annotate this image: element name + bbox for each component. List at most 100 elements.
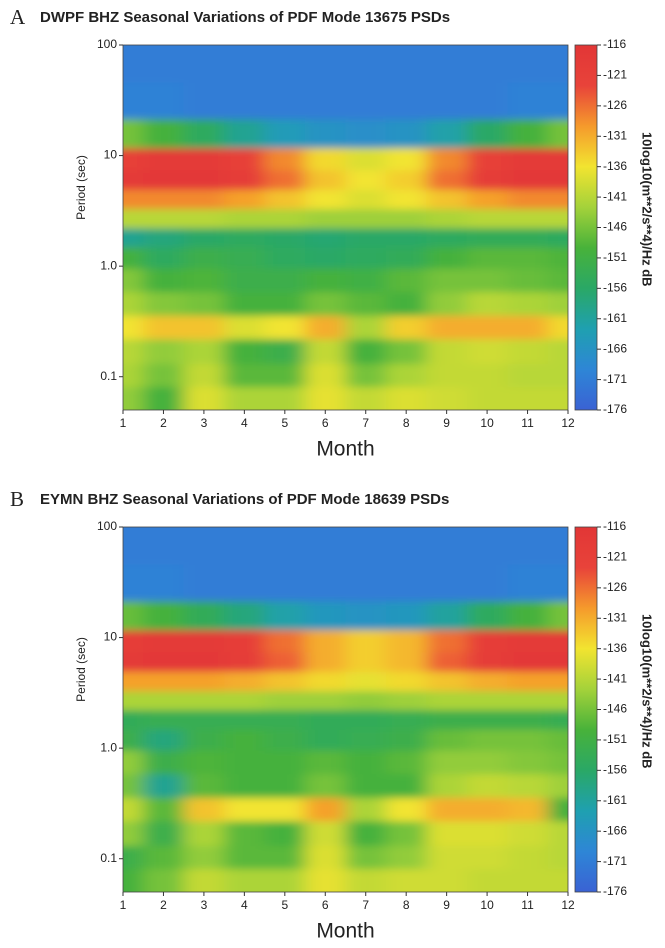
- heatmap-cell: [466, 601, 508, 631]
- heatmap-cell: [385, 148, 427, 171]
- heatmap-cell: [507, 170, 549, 191]
- heatmap-cell: [345, 729, 387, 752]
- heatmap-cell: [466, 247, 508, 270]
- heatmap-cell: [466, 363, 508, 388]
- heatmap-cell: [264, 869, 306, 892]
- heatmap-cell: [345, 170, 387, 191]
- colorbar-tick-label: -121: [603, 550, 627, 564]
- heatmap-cell: [466, 750, 508, 775]
- heatmap-cell: [305, 119, 346, 149]
- heatmap-cell: [123, 869, 144, 892]
- colorbar-tick-label: -116: [603, 519, 626, 533]
- heatmap-cell: [507, 630, 549, 653]
- heatmap-cell: [507, 845, 549, 870]
- heatmap-cell: [547, 527, 568, 565]
- heatmap-cell: [224, 228, 266, 249]
- heatmap-cell: [507, 363, 549, 388]
- heatmap-cell: [183, 209, 225, 229]
- heatmap-cell: [507, 148, 549, 171]
- heatmap-cell: [466, 774, 508, 799]
- heatmap-cell: [385, 821, 427, 847]
- heatmap-cell: [143, 170, 185, 191]
- colorbar-tick-label: -146: [603, 702, 627, 716]
- heatmap-cell: [345, 209, 387, 229]
- heatmap-cell: [123, 774, 144, 799]
- heatmap-cell: [466, 527, 508, 565]
- heatmap-cell: [305, 387, 346, 410]
- heatmap-cell: [466, 268, 508, 293]
- heatmap-cell: [507, 869, 549, 892]
- heatmap-cell: [507, 339, 549, 365]
- heatmap-cell: [183, 339, 225, 365]
- x-tick-label: 8: [403, 416, 410, 430]
- heatmap-cell: [466, 119, 508, 149]
- heatmap-cell: [507, 268, 549, 293]
- x-tick-label: 12: [561, 416, 575, 430]
- colorbar-tick-label: -176: [603, 402, 627, 416]
- heatmap-cell: [264, 797, 306, 822]
- colorbar-tick-label: -146: [603, 220, 627, 234]
- heatmap-cell: [507, 797, 549, 822]
- colorbar-tick-label: -116: [603, 37, 626, 51]
- x-tick-label: 3: [201, 416, 208, 430]
- heatmap-cell: [385, 268, 427, 293]
- heatmap-cell: [426, 148, 468, 171]
- colorbar-tick-label: -126: [603, 98, 627, 112]
- heatmap-cell: [385, 774, 427, 799]
- heatmap-cell: [547, 630, 568, 653]
- x-tick-label: 10: [480, 898, 494, 912]
- heatmap-cell: [385, 671, 427, 692]
- heatmap-cell: [507, 247, 549, 270]
- colorbar-tick-label: -141: [603, 671, 627, 685]
- heatmap-cell: [305, 729, 346, 752]
- x-tick-label: 1: [120, 898, 127, 912]
- heatmap-cell: [466, 710, 508, 731]
- heatmap-cell: [385, 315, 427, 340]
- heatmap-cell: [466, 564, 508, 602]
- heatmap-cell: [547, 387, 568, 410]
- heatmap-cell: [305, 339, 346, 365]
- heatmap-cell: [507, 209, 549, 229]
- heatmap-cell: [123, 797, 144, 822]
- heatmap-cell: [305, 774, 346, 799]
- heatmap-cell: [143, 601, 185, 631]
- heatmap-cell: [507, 82, 549, 120]
- heatmap-cell: [143, 869, 185, 892]
- heatmap-cell: [143, 148, 185, 171]
- heatmap-cell: [426, 845, 468, 870]
- heatmap-cell: [385, 119, 427, 149]
- heatmap-cell: [466, 228, 508, 249]
- heatmap-cell: [547, 189, 568, 210]
- heatmap-cell: [547, 750, 568, 775]
- heatmap-cell: [507, 671, 549, 692]
- heatmap-cell: [507, 821, 549, 847]
- heatmap-cell: [123, 729, 144, 752]
- heatmap-cell: [426, 189, 468, 210]
- heatmap-cell: [426, 387, 468, 410]
- heatmap-cell: [345, 691, 387, 711]
- heatmap-cell: [547, 148, 568, 171]
- x-tick-label: 7: [362, 416, 369, 430]
- heatmap-cell: [123, 387, 144, 410]
- heatmap-cell: [385, 797, 427, 822]
- heatmap-cell: [507, 691, 549, 711]
- heatmap-cell: [264, 339, 306, 365]
- heatmap-cell: [507, 119, 549, 149]
- heatmap-cell: [183, 45, 225, 83]
- heatmap-cell: [466, 691, 508, 711]
- heatmap-cell: [305, 601, 346, 631]
- heatmap-cell: [547, 601, 568, 631]
- heatmap-cell: [426, 710, 468, 731]
- heatmap-cell: [547, 710, 568, 731]
- colorbar-label: 10log10(m**2/s**4)/Hz dB: [640, 614, 655, 769]
- heatmap-cell: [385, 750, 427, 775]
- heatmap-cell: [123, 268, 144, 293]
- heatmap-cell: [123, 691, 144, 711]
- heatmap-cell: [143, 750, 185, 775]
- x-tick-label: 6: [322, 898, 329, 912]
- heatmap-cell: [385, 630, 427, 653]
- heatmap-cell: [143, 774, 185, 799]
- x-tick-label: 7: [362, 898, 369, 912]
- heatmap-cell: [224, 845, 266, 870]
- x-tick-label: 12: [561, 898, 575, 912]
